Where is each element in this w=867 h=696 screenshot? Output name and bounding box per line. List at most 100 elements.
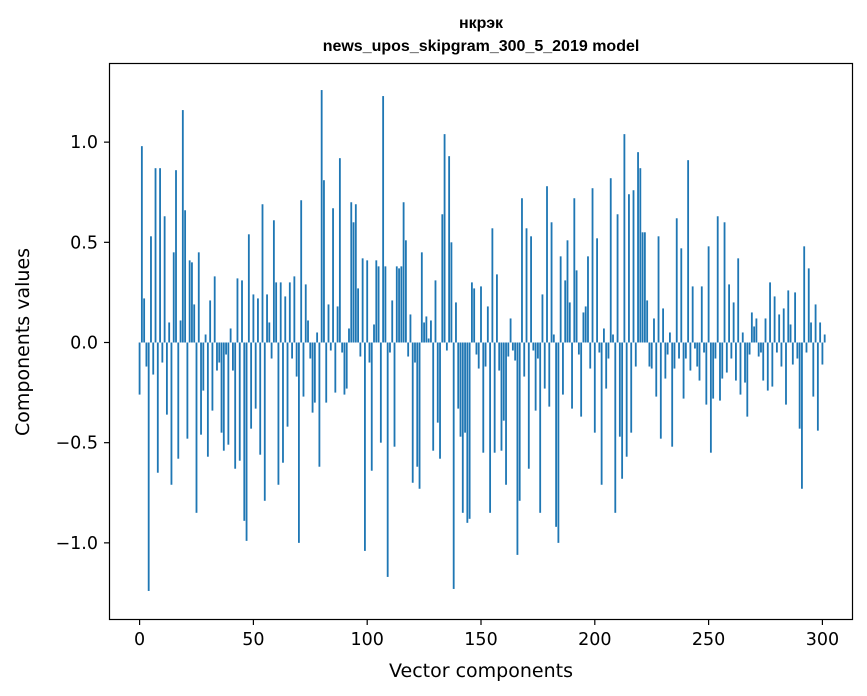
bar-211: [618, 342, 621, 437]
y-tick-label: 1.0: [70, 133, 98, 153]
bar-160: [502, 342, 505, 421]
bar-179: [546, 186, 548, 343]
bar-163: [509, 318, 512, 343]
bar-280: [775, 342, 778, 353]
bar-255: [719, 342, 721, 401]
bar-48: [247, 234, 250, 343]
bar-45: [241, 280, 243, 343]
bar-109: [386, 342, 389, 577]
bar-24: [193, 304, 196, 343]
bar-175: [536, 342, 539, 359]
bar-65: [286, 342, 289, 427]
bar-107: [382, 96, 385, 343]
bar-190: [571, 342, 573, 409]
bar-15: [172, 252, 175, 343]
bar-171: [527, 342, 530, 469]
bar-29: [204, 334, 207, 343]
bar-33: [213, 276, 216, 343]
bar-13: [168, 322, 171, 343]
bar-254: [716, 216, 719, 343]
bar-133: [441, 214, 444, 343]
bar-31: [209, 300, 212, 343]
bar-99: [364, 342, 366, 551]
bar-23: [191, 262, 193, 343]
bar-265: [741, 332, 744, 343]
bar-3: [145, 342, 148, 367]
bar-207: [609, 178, 612, 343]
bar-34: [216, 342, 218, 371]
bar-251: [709, 342, 712, 453]
x-tick-label: 250: [692, 630, 725, 650]
bar-37: [222, 342, 225, 451]
bar-111: [391, 300, 394, 343]
bar-27: [200, 342, 202, 435]
bar-76: [311, 342, 314, 413]
bar-274: [762, 342, 765, 381]
bar-135: [445, 342, 448, 351]
bar-41: [232, 342, 234, 371]
bar-214: [625, 342, 628, 457]
y-tick-label: −1.0: [56, 534, 99, 554]
bar-248: [703, 342, 705, 353]
bar-205: [605, 342, 608, 389]
bar-154: [489, 342, 492, 513]
bar-131: [436, 342, 439, 423]
bar-47: [245, 342, 248, 541]
bar-87: [336, 306, 339, 343]
bar-292: [803, 246, 806, 343]
bar-79: [318, 342, 321, 467]
chart-subtitle: news_upos_skipgram_300_5_2019 model: [323, 38, 640, 55]
bar-20: [184, 210, 187, 343]
bar-203: [600, 342, 603, 485]
bar-182: [552, 334, 555, 343]
bar-270: [753, 326, 756, 343]
bar-139: [455, 302, 457, 343]
bar-202: [598, 342, 601, 353]
bar-189: [568, 302, 571, 343]
bar-9: [159, 168, 161, 343]
bar-197: [587, 256, 589, 343]
bar-7: [154, 168, 157, 343]
bar-118: [407, 342, 410, 357]
bar-18: [179, 320, 182, 343]
bar-124: [420, 252, 423, 343]
bar-161: [505, 342, 507, 485]
bar-263: [737, 258, 740, 343]
bar-55: [263, 342, 266, 501]
bar-184: [557, 342, 560, 543]
bar-95: [354, 204, 357, 343]
bar-78: [316, 332, 319, 343]
bar-86: [334, 342, 337, 393]
bar-226: [653, 318, 655, 343]
bar-140: [457, 342, 460, 409]
bar-267: [746, 342, 749, 417]
bar-74: [307, 320, 309, 343]
bar-273: [760, 342, 762, 353]
bar-285: [787, 290, 790, 343]
bar-61: [277, 342, 280, 485]
bar-169: [523, 342, 526, 377]
bar-219: [637, 152, 639, 343]
bar-30: [206, 342, 209, 457]
bar-198: [589, 342, 592, 369]
bar-209: [614, 342, 617, 513]
bar-42: [234, 342, 237, 469]
x-tick-label: 50: [242, 630, 264, 650]
bar-282: [780, 342, 783, 367]
bar-106: [379, 342, 382, 443]
bar-132: [439, 342, 441, 459]
bar-230: [662, 308, 664, 343]
bar-91: [345, 342, 348, 389]
bar-16: [175, 170, 177, 343]
bar-80: [320, 90, 323, 343]
x-axis-label: Vector components: [389, 660, 573, 682]
bar-272: [757, 342, 760, 357]
bar-232: [666, 342, 669, 355]
bar-90: [343, 342, 346, 395]
bar-75: [309, 342, 312, 359]
bar-1: [140, 146, 143, 343]
bar-252: [712, 342, 715, 399]
bar-155: [491, 228, 494, 343]
bar-151: [482, 342, 485, 453]
bar-233: [669, 332, 671, 343]
